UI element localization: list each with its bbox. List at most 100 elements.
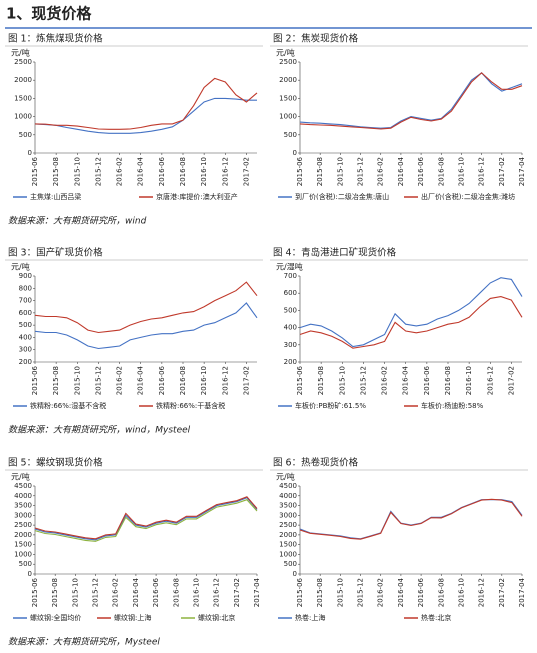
y-tick-label: 600 [284,289,297,297]
y-tick-label: 2500 [14,521,32,529]
series-line [299,277,523,348]
x-tick-label: 2016-04 [397,577,405,607]
x-tick-label: 2016-10 [457,578,465,607]
y-tick-label: 0 [293,570,297,578]
y-tick-label: 300 [284,341,297,349]
y-tick-label: 0 [293,149,297,157]
y-tick-label: 400 [19,333,32,341]
y-tick-label: 2500 [279,521,297,529]
panel-title: 图 3：国产矿现货价格 [8,247,103,259]
x-tick-label: 2015-10 [336,578,344,607]
x-tick-label: 2016-06 [152,577,160,607]
x-tick-label: 2016-12 [213,578,221,607]
x-tick-label: 2016-06 [417,156,425,186]
series-line [34,97,257,134]
legend-label: 出厂价(含税):二级冶金焦:潍坊 [421,192,515,201]
x-tick-label: 2016-04 [132,577,140,607]
unit-label: 元/湿吨 [276,262,303,272]
x-tick-label: 2015-06 [296,577,304,607]
y-tick-label: 1500 [279,541,297,549]
x-tick-label: 2016-10 [200,157,208,186]
x-tick-label: 2016-02 [112,578,120,607]
y-tick-label: 2500 [14,58,32,66]
legend-label: 螺纹钢:全国均价 [30,613,81,622]
panel-title: 图 5：螺纹钢现货价格 [8,457,103,469]
x-tick-label: 2016-04 [397,156,405,186]
y-tick-label: 3500 [14,502,32,510]
x-tick-label: 2016-04 [402,365,410,395]
y-tick-label: 900 [19,272,32,280]
x-tick-label: 2015-06 [31,156,39,186]
x-tick-label: 2016-08 [179,157,187,186]
x-tick-label: 2015-10 [338,366,346,395]
x-tick-label: 2016-08 [179,366,187,395]
series-line [34,496,258,540]
x-tick-label: 2016-12 [486,366,494,395]
y-tick-label: 0 [28,570,32,578]
x-tick-label: 2015-06 [31,577,39,607]
x-tick-label: 2016-10 [457,157,465,186]
legend-label: 车板价:PB粉矿:61.5% [295,401,366,410]
y-tick-label: 3000 [279,511,297,519]
x-tick-label: 2016-04 [137,365,145,395]
y-tick-label: 2000 [279,531,297,539]
x-tick-label: 2016-08 [437,157,445,186]
x-tick-label: 2016-12 [221,157,229,186]
legend-label: 京唐港:库提价:澳大利亚产 [156,192,238,201]
y-tick-label: 500 [19,321,32,329]
y-tick-label: 4000 [279,492,297,500]
x-tick-label: 2016-02 [377,578,385,607]
x-tick-label: 2016-08 [437,578,445,607]
y-tick-label: 1500 [279,94,297,102]
y-tick-label: 1500 [14,94,32,102]
y-tick-label: 1000 [279,550,297,558]
legend-label: 到厂价(含税):二级冶金焦:唐山 [295,192,389,201]
source-note: 数据来源：大有期货研究所，Mysteel [8,637,160,648]
x-tick-label: 2017-04 [518,156,526,186]
y-tick-label: 1000 [14,550,32,558]
unit-label: 元/吨 [276,472,295,482]
y-tick-label: 1000 [279,113,297,121]
x-tick-label: 2015-08 [316,578,324,607]
y-tick-label: 4500 [279,482,297,490]
x-tick-label: 2016-06 [423,365,431,395]
x-tick-label: 2015-12 [94,157,102,186]
x-tick-label: 2017-02 [233,578,241,607]
y-tick-label: 1500 [14,541,32,549]
x-tick-label: 2017-04 [518,577,526,607]
y-tick-label: 2500 [279,58,297,66]
x-tick-label: 2017-02 [507,366,515,395]
y-tick-label: 700 [19,297,32,305]
legend-label: 热卷:上海 [295,613,325,622]
x-tick-label: 2015-10 [73,157,81,186]
series-line [34,499,258,542]
series-line [299,296,523,349]
y-tick-label: 200 [284,358,297,366]
legend-label: 铁精粉:66%:干基含税 [156,401,225,410]
x-tick-label: 2016-12 [478,578,486,607]
y-tick-label: 500 [284,131,297,139]
x-tick-label: 2016-02 [116,157,124,186]
y-tick-label: 2000 [14,531,32,539]
x-tick-label: 2016-06 [158,156,166,186]
x-tick-label: 2015-08 [316,157,324,186]
series-line [34,77,258,130]
x-tick-label: 2015-10 [336,157,344,186]
x-tick-label: 2016-02 [377,157,385,186]
series-line [34,281,258,334]
series-line [299,499,523,540]
panel-title: 图 2：焦炭现货价格 [273,33,359,45]
x-tick-label: 2016-10 [200,366,208,395]
panel-title: 图 6：热卷现货价格 [273,457,359,469]
legend-label: 螺纹钢:上海 [114,613,151,622]
legend-label: 螺纹钢:北京 [198,613,235,622]
series-line [299,72,523,129]
y-tick-label: 500 [284,306,297,314]
x-tick-label: 2015-12 [357,578,365,607]
x-tick-label: 2017-02 [242,157,250,186]
x-tick-label: 2016-04 [137,156,145,186]
x-tick-label: 2016-12 [478,157,486,186]
x-tick-label: 2016-08 [444,366,452,395]
x-tick-label: 2015-12 [357,157,365,186]
